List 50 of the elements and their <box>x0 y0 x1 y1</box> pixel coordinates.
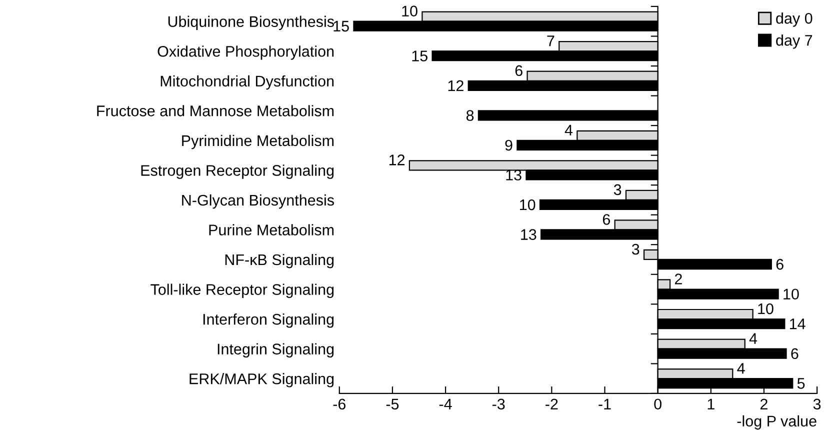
x-tick-label: -6 <box>333 398 346 410</box>
annotation: 15 <box>334 20 349 32</box>
annotation: 12 <box>389 154 405 166</box>
annotation: 10 <box>784 288 799 300</box>
y-tick-label: Toll-like Receptor Signaling <box>150 284 334 298</box>
x-tick-label: -2 <box>546 398 558 410</box>
annotation: 10 <box>520 199 536 210</box>
annotation: 15 <box>412 50 428 62</box>
annotation: 4 <box>564 124 573 136</box>
x-tick-label: -1 <box>598 398 611 410</box>
annotation: 6 <box>776 258 784 270</box>
annotation: 3 <box>632 244 640 255</box>
annotation: 12 <box>448 80 464 91</box>
annotation: 10 <box>758 303 774 314</box>
y-tick-label: Estrogen Receptor Signaling <box>141 164 334 179</box>
x-tick-label: 0 <box>654 398 662 410</box>
annotation: 9 <box>505 140 512 151</box>
annotation: 4 <box>749 333 758 344</box>
legend-label: day 0 <box>776 12 812 27</box>
annotation: 5 <box>797 378 805 389</box>
x-tick-label: -5 <box>386 398 399 410</box>
annotation: 13 <box>521 229 536 240</box>
y-tick-label: N-Glycan Biosynthesis <box>182 194 334 209</box>
y-tick-label: Pyrimidine Metabolism <box>182 134 334 150</box>
annotation: 8 <box>466 110 474 121</box>
annotation: 3 <box>614 184 622 196</box>
x-tick-label: 1 <box>708 398 714 410</box>
y-tick-label: NF-κB Signaling <box>225 254 334 268</box>
y-tick-label: Purine Metabolism <box>209 224 334 236</box>
y-tick-label: Mitochondrial Dysfunction <box>160 75 334 90</box>
y-tick-label: Fructose and Mannose Metabolism <box>97 105 334 116</box>
annotation: 7 <box>547 36 554 46</box>
annotation: 14 <box>790 318 806 330</box>
annotation: 4 <box>737 363 745 374</box>
y-tick-label: ERK/MAPK Signaling <box>190 373 334 388</box>
x-tick-label: -3 <box>492 398 505 410</box>
annotation: 6 <box>515 65 522 76</box>
y-tick-label: Interferon Signaling <box>203 313 334 328</box>
y-tick-label: Integrin Signaling <box>218 343 334 358</box>
annotation: 6 <box>602 214 610 225</box>
x-tick-label: 3 <box>813 398 821 410</box>
y-tick-label: Ubiquinone Biosynthesis <box>168 16 334 30</box>
x-tick-label: 2 <box>760 398 768 410</box>
y-tick-label: Oxidative Phosphorylation <box>158 46 334 60</box>
legend-label: day 7 <box>776 34 812 49</box>
x-tick-label: -4 <box>439 398 452 410</box>
annotation: 10 <box>402 6 418 17</box>
x-axis-title: -log P value <box>737 415 816 430</box>
annotation: 6 <box>791 348 798 360</box>
annotation: 2 <box>674 274 682 284</box>
